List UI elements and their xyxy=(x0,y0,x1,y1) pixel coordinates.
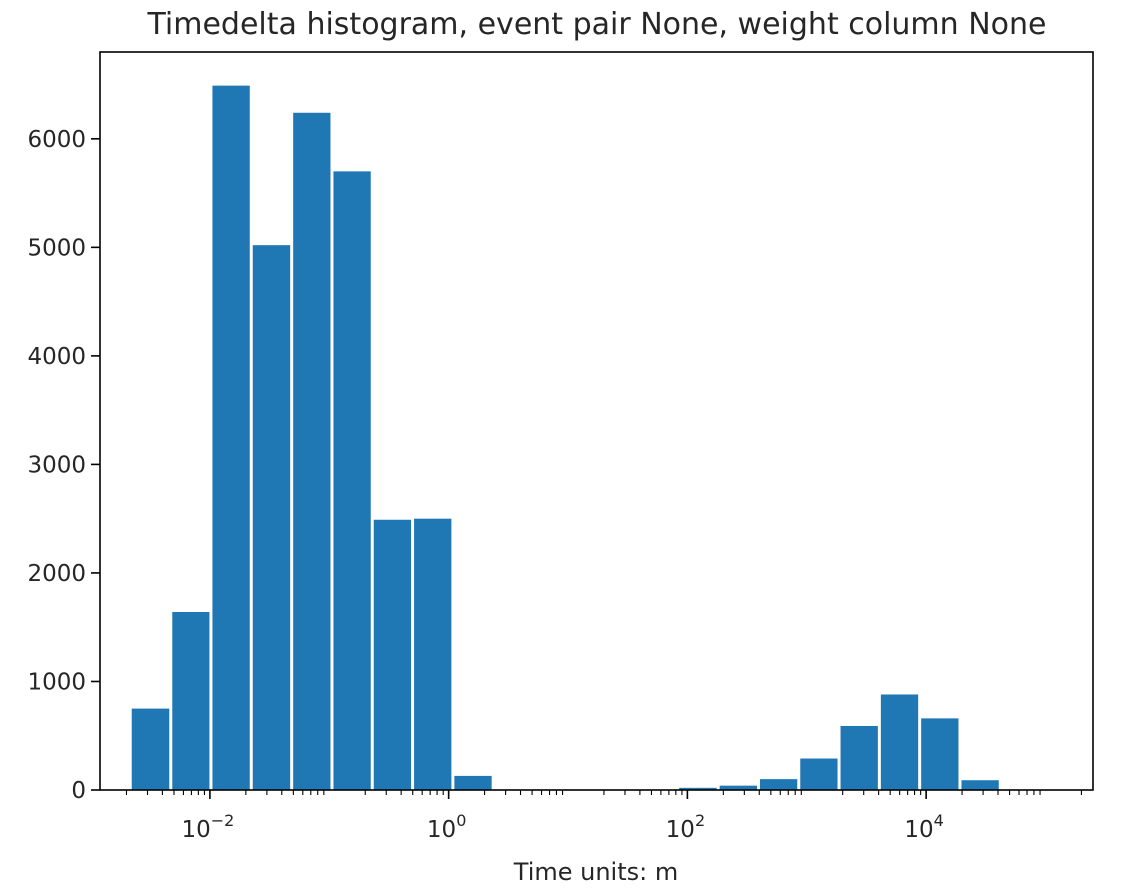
y-tick-label: 6000 xyxy=(27,127,86,153)
bars-layer xyxy=(131,85,999,790)
histogram-bar-1 xyxy=(172,612,210,790)
x-tick-label: 102 xyxy=(666,811,705,843)
histogram-bar-3 xyxy=(252,245,291,790)
y-tick-label: 1000 xyxy=(27,669,86,695)
histogram-bar-16 xyxy=(961,780,999,790)
x-tick-label: 104 xyxy=(904,811,943,843)
histogram-bar-8 xyxy=(454,775,492,790)
histogram-bar-12 xyxy=(800,758,838,790)
x-axis-label: Time units: m xyxy=(513,858,678,886)
y-tick-label: 5000 xyxy=(27,235,86,261)
x-tick-label: 100 xyxy=(427,811,466,843)
y-tick-label: 2000 xyxy=(27,561,86,587)
x-axis: 10−2 100 102 104 xyxy=(125,790,1082,843)
histogram-bar-10 xyxy=(719,785,757,790)
histogram-bar-5 xyxy=(333,171,371,790)
chart-title: Timedelta histogram, event pair None, we… xyxy=(147,7,1047,42)
histogram-bar-7 xyxy=(414,518,452,790)
histogram-bar-14 xyxy=(880,694,919,790)
histogram-bar-9 xyxy=(679,787,717,790)
histogram-bar-2 xyxy=(212,85,250,790)
y-tick-label: 0 xyxy=(71,778,86,804)
y-tick-label: 3000 xyxy=(27,452,86,478)
histogram-bar-6 xyxy=(373,519,412,790)
histogram-bar-15 xyxy=(921,718,959,790)
histogram-bar-13 xyxy=(840,725,878,790)
histogram-bar-0 xyxy=(131,708,170,790)
histogram-bar-11 xyxy=(759,779,798,790)
x-tick-label: 10−2 xyxy=(181,811,234,843)
y-tick-label: 4000 xyxy=(27,344,86,370)
y-axis: 0 1000 2000 3000 4000 5000 6000 xyxy=(27,127,100,804)
plot-frame xyxy=(99,51,1094,791)
histogram-bar-4 xyxy=(293,112,331,790)
